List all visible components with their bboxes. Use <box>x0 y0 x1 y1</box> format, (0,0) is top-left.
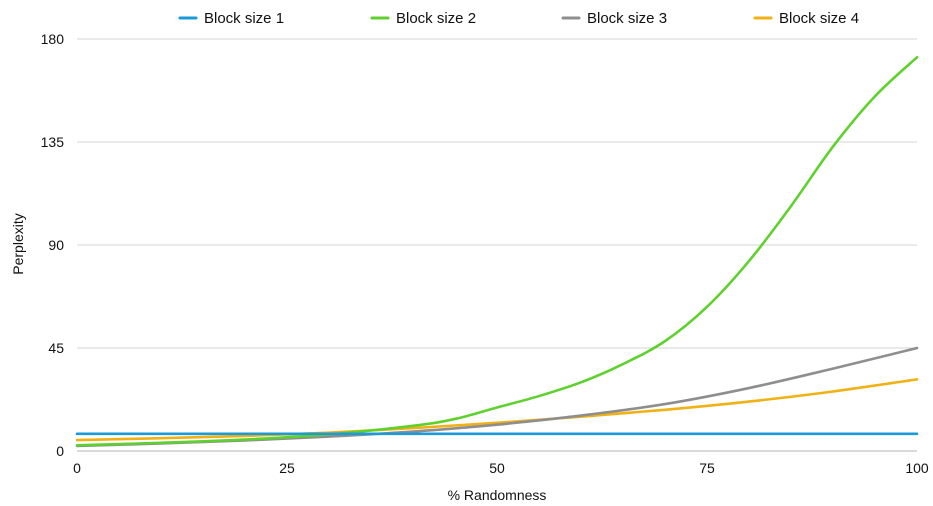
gridlines <box>77 38 917 452</box>
legend-label: Block size 4 <box>779 10 859 27</box>
x-tick-label: 0 <box>73 460 81 476</box>
y-tick-label: 180 <box>41 31 65 47</box>
legend: Block size 1 Block size 2 Block size 3 Bloc… <box>178 10 859 27</box>
y-axis-label: Perplexity <box>10 213 26 274</box>
y-tick-label: 0 <box>56 443 64 459</box>
x-axis-label: % Randomness <box>448 487 547 503</box>
x-tick-label: 75 <box>699 460 715 476</box>
legend-label: Block size 2 <box>396 10 476 27</box>
tick-labels: 0 45 90 135 180 0 25 50 75 100 <box>41 31 929 476</box>
legend-label: Block size 3 <box>587 10 667 27</box>
series-lines <box>75 56 919 448</box>
x-tick-label: 25 <box>279 460 295 476</box>
y-tick-label: 90 <box>48 237 64 253</box>
y-tick-label: 135 <box>41 134 65 150</box>
legend-label: Block size 1 <box>204 10 284 27</box>
y-tick-label: 45 <box>48 340 64 356</box>
series-line-2 <box>75 56 919 447</box>
x-tick-label: 50 <box>489 460 505 476</box>
x-tick-label: 100 <box>905 460 929 476</box>
series-line-4 <box>75 378 919 442</box>
